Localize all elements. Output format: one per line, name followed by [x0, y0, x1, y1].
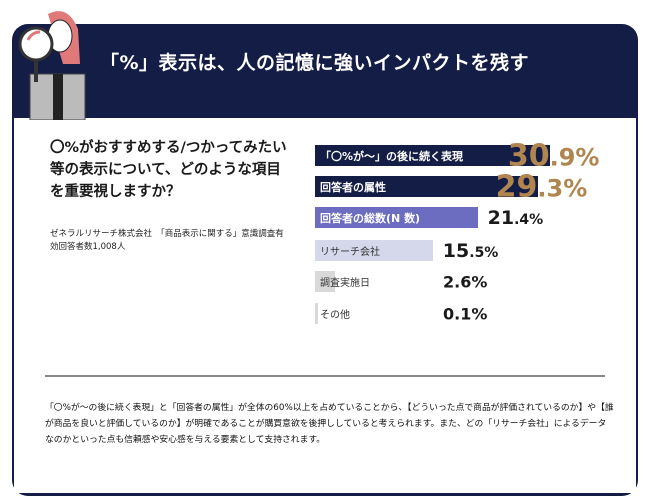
bar [315, 207, 478, 228]
bar [315, 240, 433, 261]
bar-label: 「〇%が～」の後に続く表現 [320, 149, 464, 163]
value-label: 15.5% [442, 239, 499, 262]
bar-label: 回答者の属性 [320, 180, 386, 194]
value-label: 0.1% [443, 304, 488, 323]
value-label: 30.9% [507, 138, 600, 173]
summary-text: 「〇%が～の後に続く表現」と「回答者の属性」が全体の60%以上を占めていることか… [45, 403, 614, 445]
survey-question: 〇%がおすすめする/つかってみたい等の表示について、どのような項目を重要視します… [50, 140, 287, 200]
value-label: 29.3% [495, 169, 588, 204]
value-label: 21.4% [487, 206, 544, 229]
bar-label: 調査実施日 [320, 278, 370, 289]
survey-source: ゼネラルリサーチ株式会社 「商品表示に関する」意識調査有効回答者数1,008人 [50, 229, 284, 252]
bar [315, 145, 550, 166]
bar [315, 176, 538, 197]
page-title: 「%」表示は、人の記憶に強いインパクトを残す [100, 52, 530, 74]
bar-label: リサーチ会社 [320, 247, 380, 258]
person-with-magnifier-illustration [18, 11, 86, 120]
bar-label: その他 [320, 310, 350, 321]
value-label: 2.6% [443, 272, 488, 291]
divider [45, 375, 605, 377]
bar-label: 回答者の総数(N 数) [320, 211, 421, 225]
bar [315, 271, 335, 292]
bar [315, 303, 318, 324]
